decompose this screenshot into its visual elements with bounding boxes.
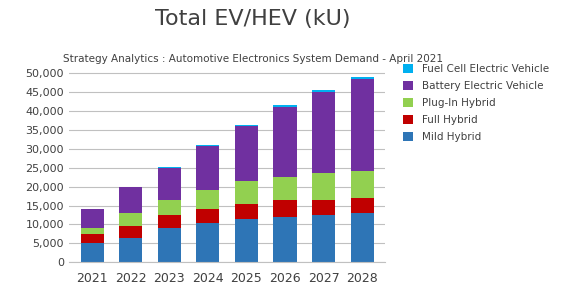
Bar: [196, 209, 220, 223]
Bar: [81, 243, 104, 262]
Bar: [273, 107, 297, 177]
Legend: Fuel Cell Electric Vehicle, Battery Electric Vehicle, Plug-In Hybrid, Full Hybri: Fuel Cell Electric Vehicle, Battery Elec…: [400, 61, 552, 145]
Bar: [235, 219, 258, 262]
Bar: [273, 105, 297, 107]
Bar: [235, 181, 258, 204]
Bar: [351, 213, 374, 262]
Text: Total EV/HEV (kU): Total EV/HEV (kU): [155, 9, 351, 29]
Bar: [235, 126, 258, 181]
Bar: [158, 215, 181, 228]
Bar: [312, 173, 335, 200]
Bar: [312, 215, 335, 262]
Bar: [119, 187, 142, 213]
Bar: [81, 234, 104, 243]
Bar: [81, 209, 104, 228]
Bar: [312, 90, 335, 92]
Bar: [196, 223, 220, 262]
Bar: [196, 190, 220, 209]
Bar: [158, 228, 181, 262]
Bar: [158, 167, 181, 168]
Bar: [351, 77, 374, 79]
Bar: [235, 125, 258, 126]
Bar: [196, 146, 220, 190]
Text: Strategy Analytics : Automotive Electronics System Demand - April 2021: Strategy Analytics : Automotive Electron…: [63, 54, 443, 64]
Bar: [351, 79, 374, 171]
Bar: [351, 198, 374, 213]
Bar: [158, 200, 181, 215]
Bar: [273, 177, 297, 200]
Bar: [119, 238, 142, 262]
Bar: [235, 204, 258, 219]
Bar: [158, 168, 181, 200]
Bar: [273, 200, 297, 217]
Bar: [351, 171, 374, 198]
Bar: [81, 228, 104, 234]
Bar: [273, 217, 297, 262]
Bar: [119, 226, 142, 238]
Bar: [312, 200, 335, 215]
Bar: [196, 145, 220, 146]
Bar: [119, 213, 142, 226]
Bar: [312, 92, 335, 173]
